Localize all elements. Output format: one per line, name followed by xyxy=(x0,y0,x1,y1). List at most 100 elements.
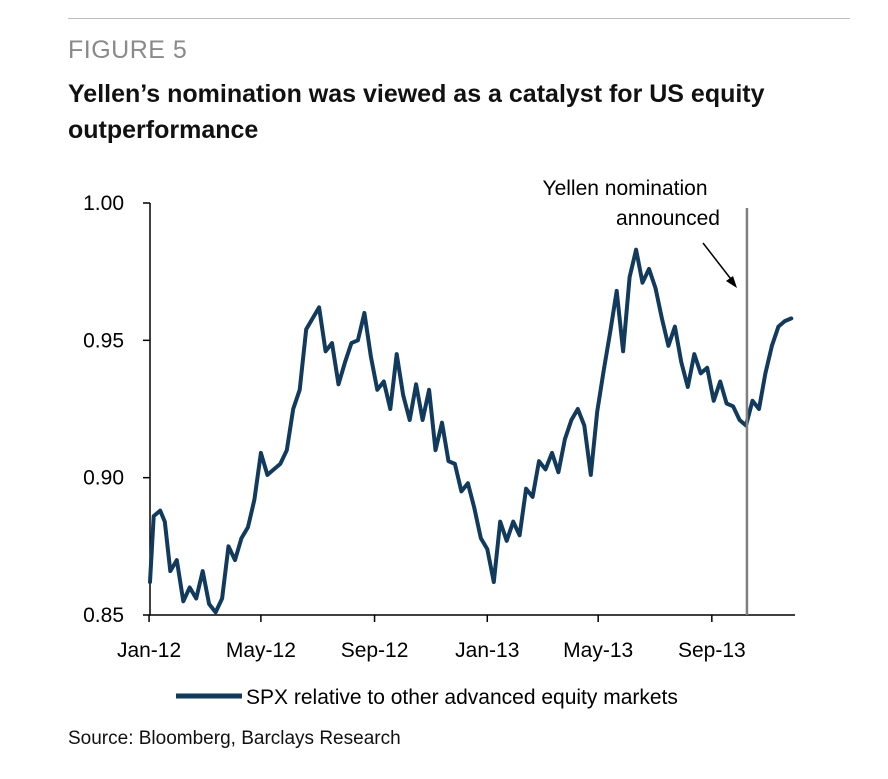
data-point xyxy=(764,372,767,374)
data-point xyxy=(441,422,443,424)
data-point xyxy=(726,402,728,405)
series-line-0 xyxy=(148,247,794,615)
data-point xyxy=(208,603,210,605)
data-point xyxy=(519,534,521,536)
data-point xyxy=(493,581,495,583)
data-point xyxy=(176,559,178,561)
data-point xyxy=(467,482,469,484)
data-point xyxy=(149,581,151,583)
data-point xyxy=(706,367,708,369)
data-point xyxy=(674,326,676,328)
annotation-arrowhead xyxy=(726,276,737,288)
legend: SPX relative to other advanced equity ma… xyxy=(176,686,678,709)
x-tick-label: Sep-13 xyxy=(678,639,746,662)
legend-label: SPX relative to other advanced equity ma… xyxy=(246,686,678,709)
data-point xyxy=(680,361,682,363)
data-point xyxy=(460,490,462,492)
annotation-text-line1: Yellen nomination xyxy=(542,177,707,200)
data-point xyxy=(396,353,398,355)
y-axis: 1.00 0.95 0.90 0.85 xyxy=(83,192,151,627)
data-point xyxy=(318,306,320,308)
data-point xyxy=(325,350,327,352)
annotation-arrow xyxy=(702,242,735,284)
data-point xyxy=(551,452,553,454)
data-point xyxy=(195,597,197,600)
data-point xyxy=(596,411,598,413)
line-chart: 1.000.950.900.85 Jan-12 May-12 Sep-12 Jan-1… xyxy=(83,177,795,709)
data-point xyxy=(286,449,288,451)
data-point xyxy=(687,386,689,388)
x-axis: Jan-12 May-12 Sep-12 Jan-13 May-13 Sep-13 xyxy=(117,614,795,662)
data-point xyxy=(480,537,482,539)
data-point xyxy=(473,507,475,509)
data-point xyxy=(739,419,741,421)
data-point xyxy=(409,419,411,421)
annotation-text-line2: announced xyxy=(616,207,720,230)
data-point xyxy=(299,389,301,391)
data-point xyxy=(159,510,161,512)
data-point xyxy=(331,342,333,344)
data-point xyxy=(215,611,217,613)
data-point xyxy=(370,356,372,358)
data-point xyxy=(532,496,534,498)
x-tick-label: May-12 xyxy=(226,639,296,662)
data-point xyxy=(784,320,786,322)
data-point xyxy=(771,345,773,347)
data-point xyxy=(260,452,262,454)
data-point xyxy=(376,389,378,391)
data-point xyxy=(383,380,385,383)
series-layer xyxy=(148,247,794,615)
data-point xyxy=(622,350,624,352)
data-point xyxy=(654,287,657,289)
data-point xyxy=(667,345,670,347)
data-point xyxy=(428,389,430,391)
data-point xyxy=(357,339,359,341)
data-point xyxy=(266,474,268,476)
data-point xyxy=(583,424,585,427)
data-point xyxy=(732,405,734,407)
data-point xyxy=(253,499,255,501)
y-tick-label: 0.85 xyxy=(83,604,124,627)
data-point xyxy=(564,438,566,440)
data-point xyxy=(164,521,166,523)
data-point xyxy=(506,540,508,542)
x-tick-label: Jan-12 xyxy=(117,639,181,662)
data-point xyxy=(350,342,352,344)
data-point xyxy=(344,361,346,363)
data-point xyxy=(389,408,391,410)
x-tick-label: Sep-12 xyxy=(341,639,409,662)
y-tick-label: 0.90 xyxy=(83,467,124,490)
chart-title: Yellen’s nomination was viewed as a cata… xyxy=(68,80,765,144)
data-point xyxy=(648,268,650,270)
data-point xyxy=(415,383,417,385)
data-point xyxy=(422,419,424,421)
data-point xyxy=(777,326,780,328)
data-point xyxy=(337,383,340,385)
data-point xyxy=(629,276,631,278)
data-point xyxy=(603,369,605,372)
data-point xyxy=(713,400,715,402)
source-note: Source: Bloomberg, Barclays Research xyxy=(68,728,401,749)
data-point xyxy=(153,515,155,517)
x-tick-label: May-13 xyxy=(563,639,633,662)
data-point xyxy=(525,488,527,490)
data-point xyxy=(693,353,695,355)
data-point xyxy=(577,408,579,410)
data-point xyxy=(247,526,249,528)
data-point xyxy=(790,317,792,319)
data-point xyxy=(227,545,230,547)
data-point xyxy=(292,408,294,410)
data-point xyxy=(312,317,314,319)
y-tick-label: 0.95 xyxy=(83,329,124,352)
data-point xyxy=(234,559,236,561)
data-point xyxy=(609,331,611,333)
data-point xyxy=(305,328,307,330)
data-point xyxy=(454,463,456,465)
data-point xyxy=(240,537,243,539)
data-point xyxy=(758,408,760,410)
data-point xyxy=(221,597,223,600)
data-point xyxy=(590,474,592,476)
data-point xyxy=(273,468,275,470)
data-point xyxy=(538,460,540,462)
data-point xyxy=(512,521,514,523)
